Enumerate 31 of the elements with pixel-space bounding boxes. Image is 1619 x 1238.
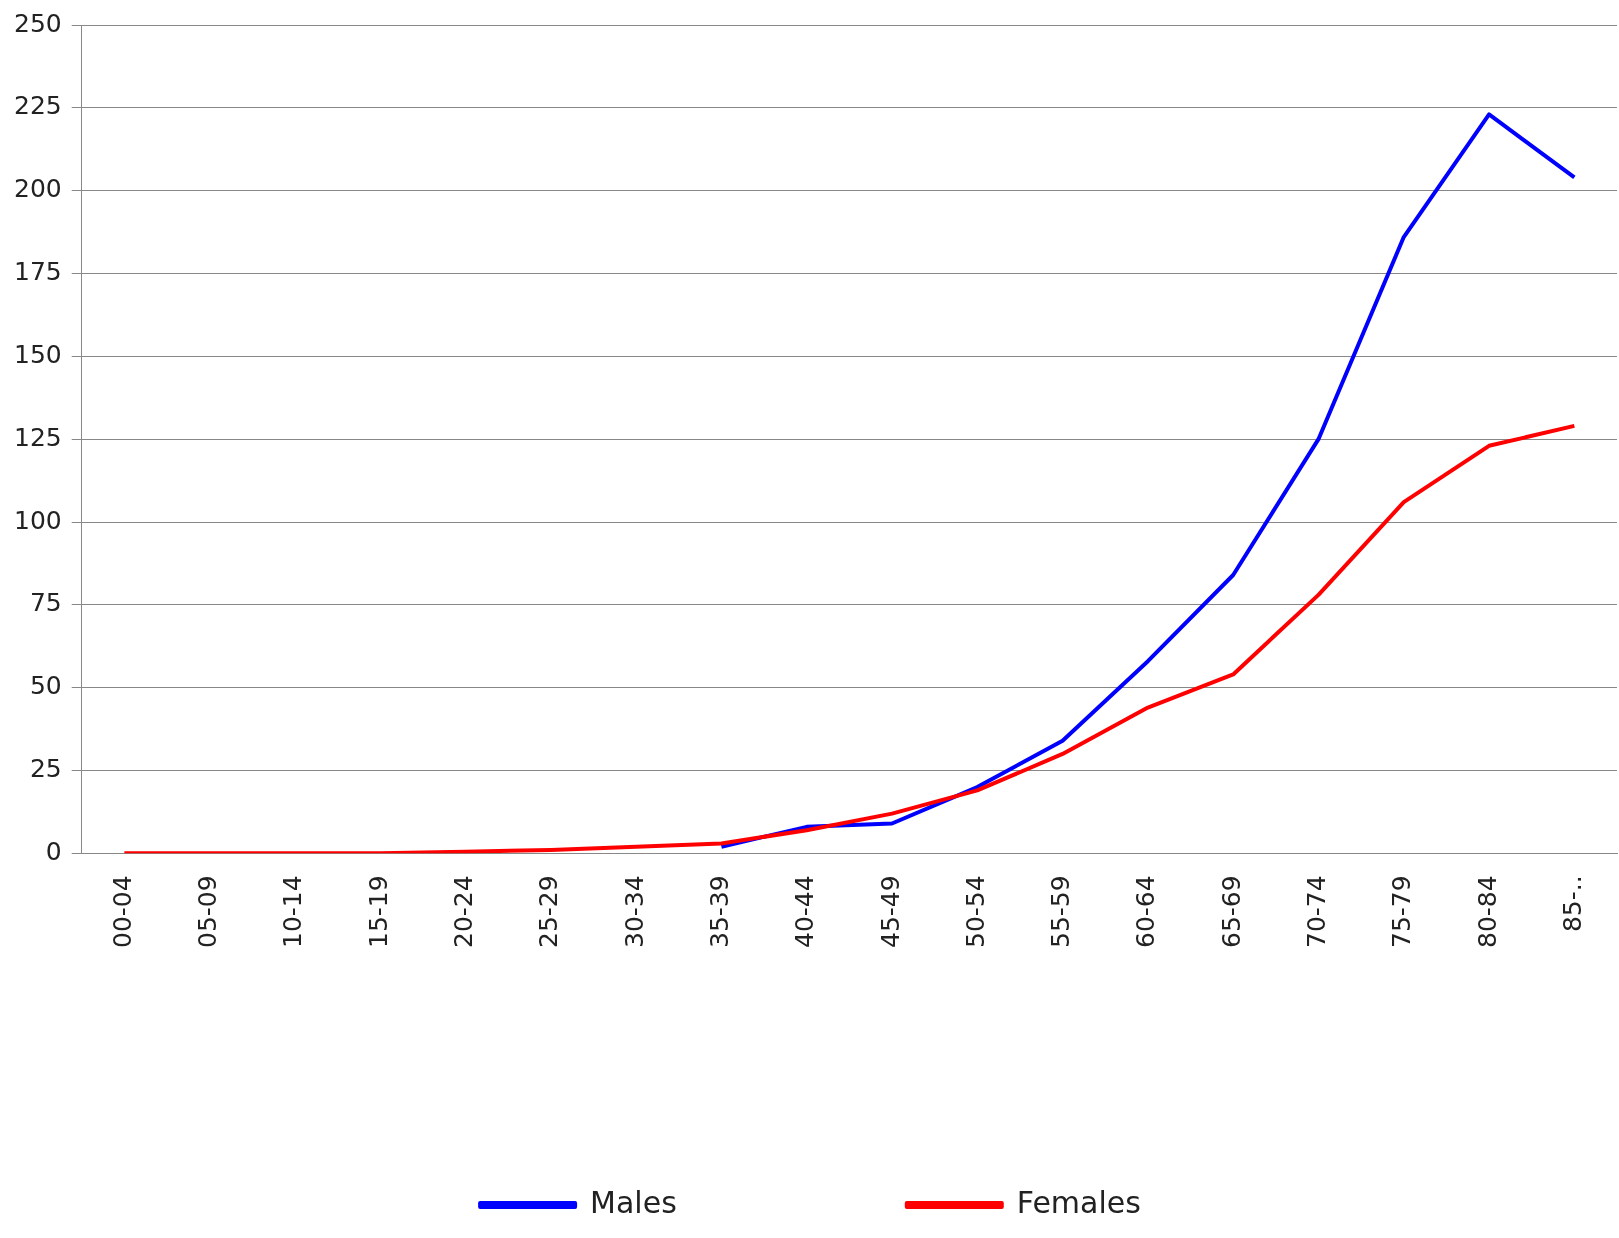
x-tick-label: 75-79 [1387, 875, 1417, 949]
y-tick-label: 125 [14, 422, 62, 452]
y-tick-label: 175 [14, 257, 62, 287]
x-tick-label: 35-39 [704, 875, 734, 949]
x-tick-label: 25-29 [534, 875, 564, 949]
y-tick-label: 200 [14, 174, 62, 204]
x-tick-label: 85-.. [1557, 875, 1587, 933]
x-tick-label: 30-34 [619, 875, 649, 949]
x-tick-label: 20-24 [449, 875, 479, 949]
x-tick-label: 00-04 [107, 875, 137, 949]
x-tick-label: 55-59 [1046, 875, 1076, 949]
x-tick-label: 10-14 [278, 875, 308, 949]
y-tick-label: 150 [14, 339, 62, 369]
x-tick-label: 60-64 [1131, 875, 1161, 949]
x-tick-label: 45-49 [875, 875, 905, 949]
y-tick-label: 25 [29, 754, 62, 784]
x-tick-label: 80-84 [1472, 875, 1502, 949]
y-tick-label: 50 [29, 671, 62, 701]
x-tick-label: 65-69 [1216, 875, 1246, 949]
x-tick-label: 50-54 [960, 875, 990, 949]
y-tick-label: 225 [14, 91, 62, 121]
y-tick-label: 0 [45, 836, 62, 866]
x-tick-label: 15-19 [363, 875, 393, 949]
x-tick-label: 05-09 [193, 875, 223, 949]
legend-label: Females [1016, 1184, 1141, 1220]
y-tick-label: 250 [14, 8, 62, 38]
x-tick-label: 70-74 [1301, 875, 1331, 949]
y-tick-label: 100 [14, 505, 62, 535]
y-tick-label: 75 [29, 588, 62, 618]
legend-label: Males [590, 1184, 677, 1220]
x-tick-label: 40-44 [790, 875, 820, 949]
